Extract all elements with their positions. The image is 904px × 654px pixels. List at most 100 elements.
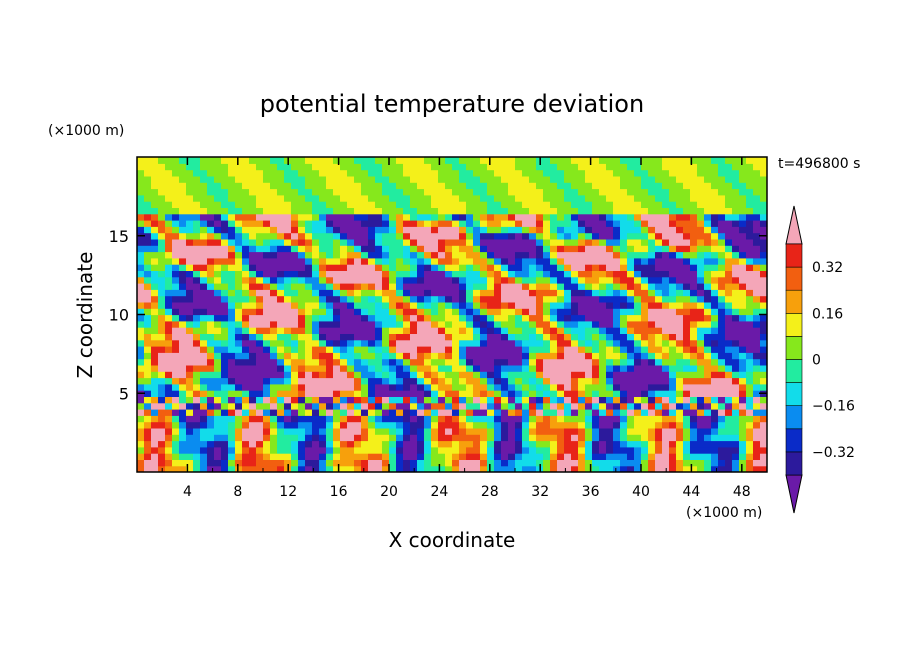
field-cell [690,220,698,227]
field-cell [382,320,390,328]
field-cell [396,226,404,234]
field-cell [613,289,621,297]
field-cell [473,182,481,190]
field-cell [690,188,698,196]
field-cell [375,270,383,278]
field-cell [186,157,194,164]
field-cell [165,283,173,290]
field-cell [165,402,173,410]
field-cell [193,232,201,240]
field-cell [270,175,278,183]
field-cell [676,213,684,221]
field-cell [368,257,376,265]
field-cell [263,364,271,372]
field-cell [403,220,411,227]
field-cell [354,270,362,278]
field-cell [445,346,453,353]
field-cell [725,182,733,190]
field-cell [263,245,271,253]
colorbar-band [785,289,803,314]
field-cell [466,446,474,454]
field-cell [690,427,698,435]
field-cell [137,188,145,196]
field-cell [333,289,341,297]
field-cell [522,182,530,190]
field-cell [333,383,341,391]
field-cell [221,169,229,177]
field-cell [732,276,740,284]
field-cell [158,201,166,208]
field-cell [655,314,663,322]
field-cell [382,440,390,448]
field-cell [522,339,530,347]
field-cell [172,327,180,334]
field-cell [522,163,530,171]
field-cell [592,245,600,253]
field-cell [606,207,614,215]
field-cell [417,364,425,372]
field-cell [550,352,558,360]
field-cell [375,434,383,442]
field-cell [452,465,460,472]
field-cell [718,238,726,246]
field-cell [543,427,551,435]
field-cell [445,169,453,177]
field-cell [501,264,509,271]
field-cell [424,415,432,423]
field-cell [480,465,488,472]
field-cell [606,289,614,297]
field-cell [319,446,327,454]
field-cell [382,295,390,303]
field-cell [144,327,152,334]
field-cell [536,459,544,467]
field-cell [669,327,677,334]
field-cell [613,364,621,372]
field-cell [753,251,761,259]
field-cell [753,264,761,271]
field-cell [655,434,663,442]
field-cell [613,465,621,472]
field-cell [753,220,761,227]
field-cell [487,314,495,322]
field-cell [354,232,362,240]
field-cell [557,270,565,278]
field-cell [312,308,320,316]
field-cell [760,163,767,171]
field-cell [494,220,502,227]
field-cell [571,371,579,379]
field-cell [172,264,180,271]
field-cell [438,251,446,259]
field-cell [648,327,656,334]
field-cell [256,327,264,334]
field-cell [417,390,425,397]
field-cell [270,220,278,227]
field-cell [466,396,474,404]
field-cell [473,390,481,397]
field-cell [690,415,698,423]
field-cell [354,320,362,328]
field-cell [480,440,488,448]
field-cell [144,232,152,240]
field-cell [480,415,488,423]
field-cell [249,421,257,429]
field-cell [550,220,558,227]
field-cell [508,415,516,423]
field-cell [494,415,502,423]
field-cell [522,358,530,366]
field-cell [634,339,642,347]
field-cell [634,182,642,190]
field-cell [270,434,278,442]
field-cell [683,157,691,164]
field-cell [501,226,509,234]
field-cell [389,264,397,271]
field-cell [263,276,271,284]
field-cell [592,402,600,410]
field-cell [697,371,705,379]
field-cell [403,364,411,372]
field-cell [333,390,341,397]
field-cell [746,320,754,328]
field-cell [179,276,187,284]
field-cell [179,371,187,379]
field-cell [746,207,754,215]
field-cell [655,390,663,397]
